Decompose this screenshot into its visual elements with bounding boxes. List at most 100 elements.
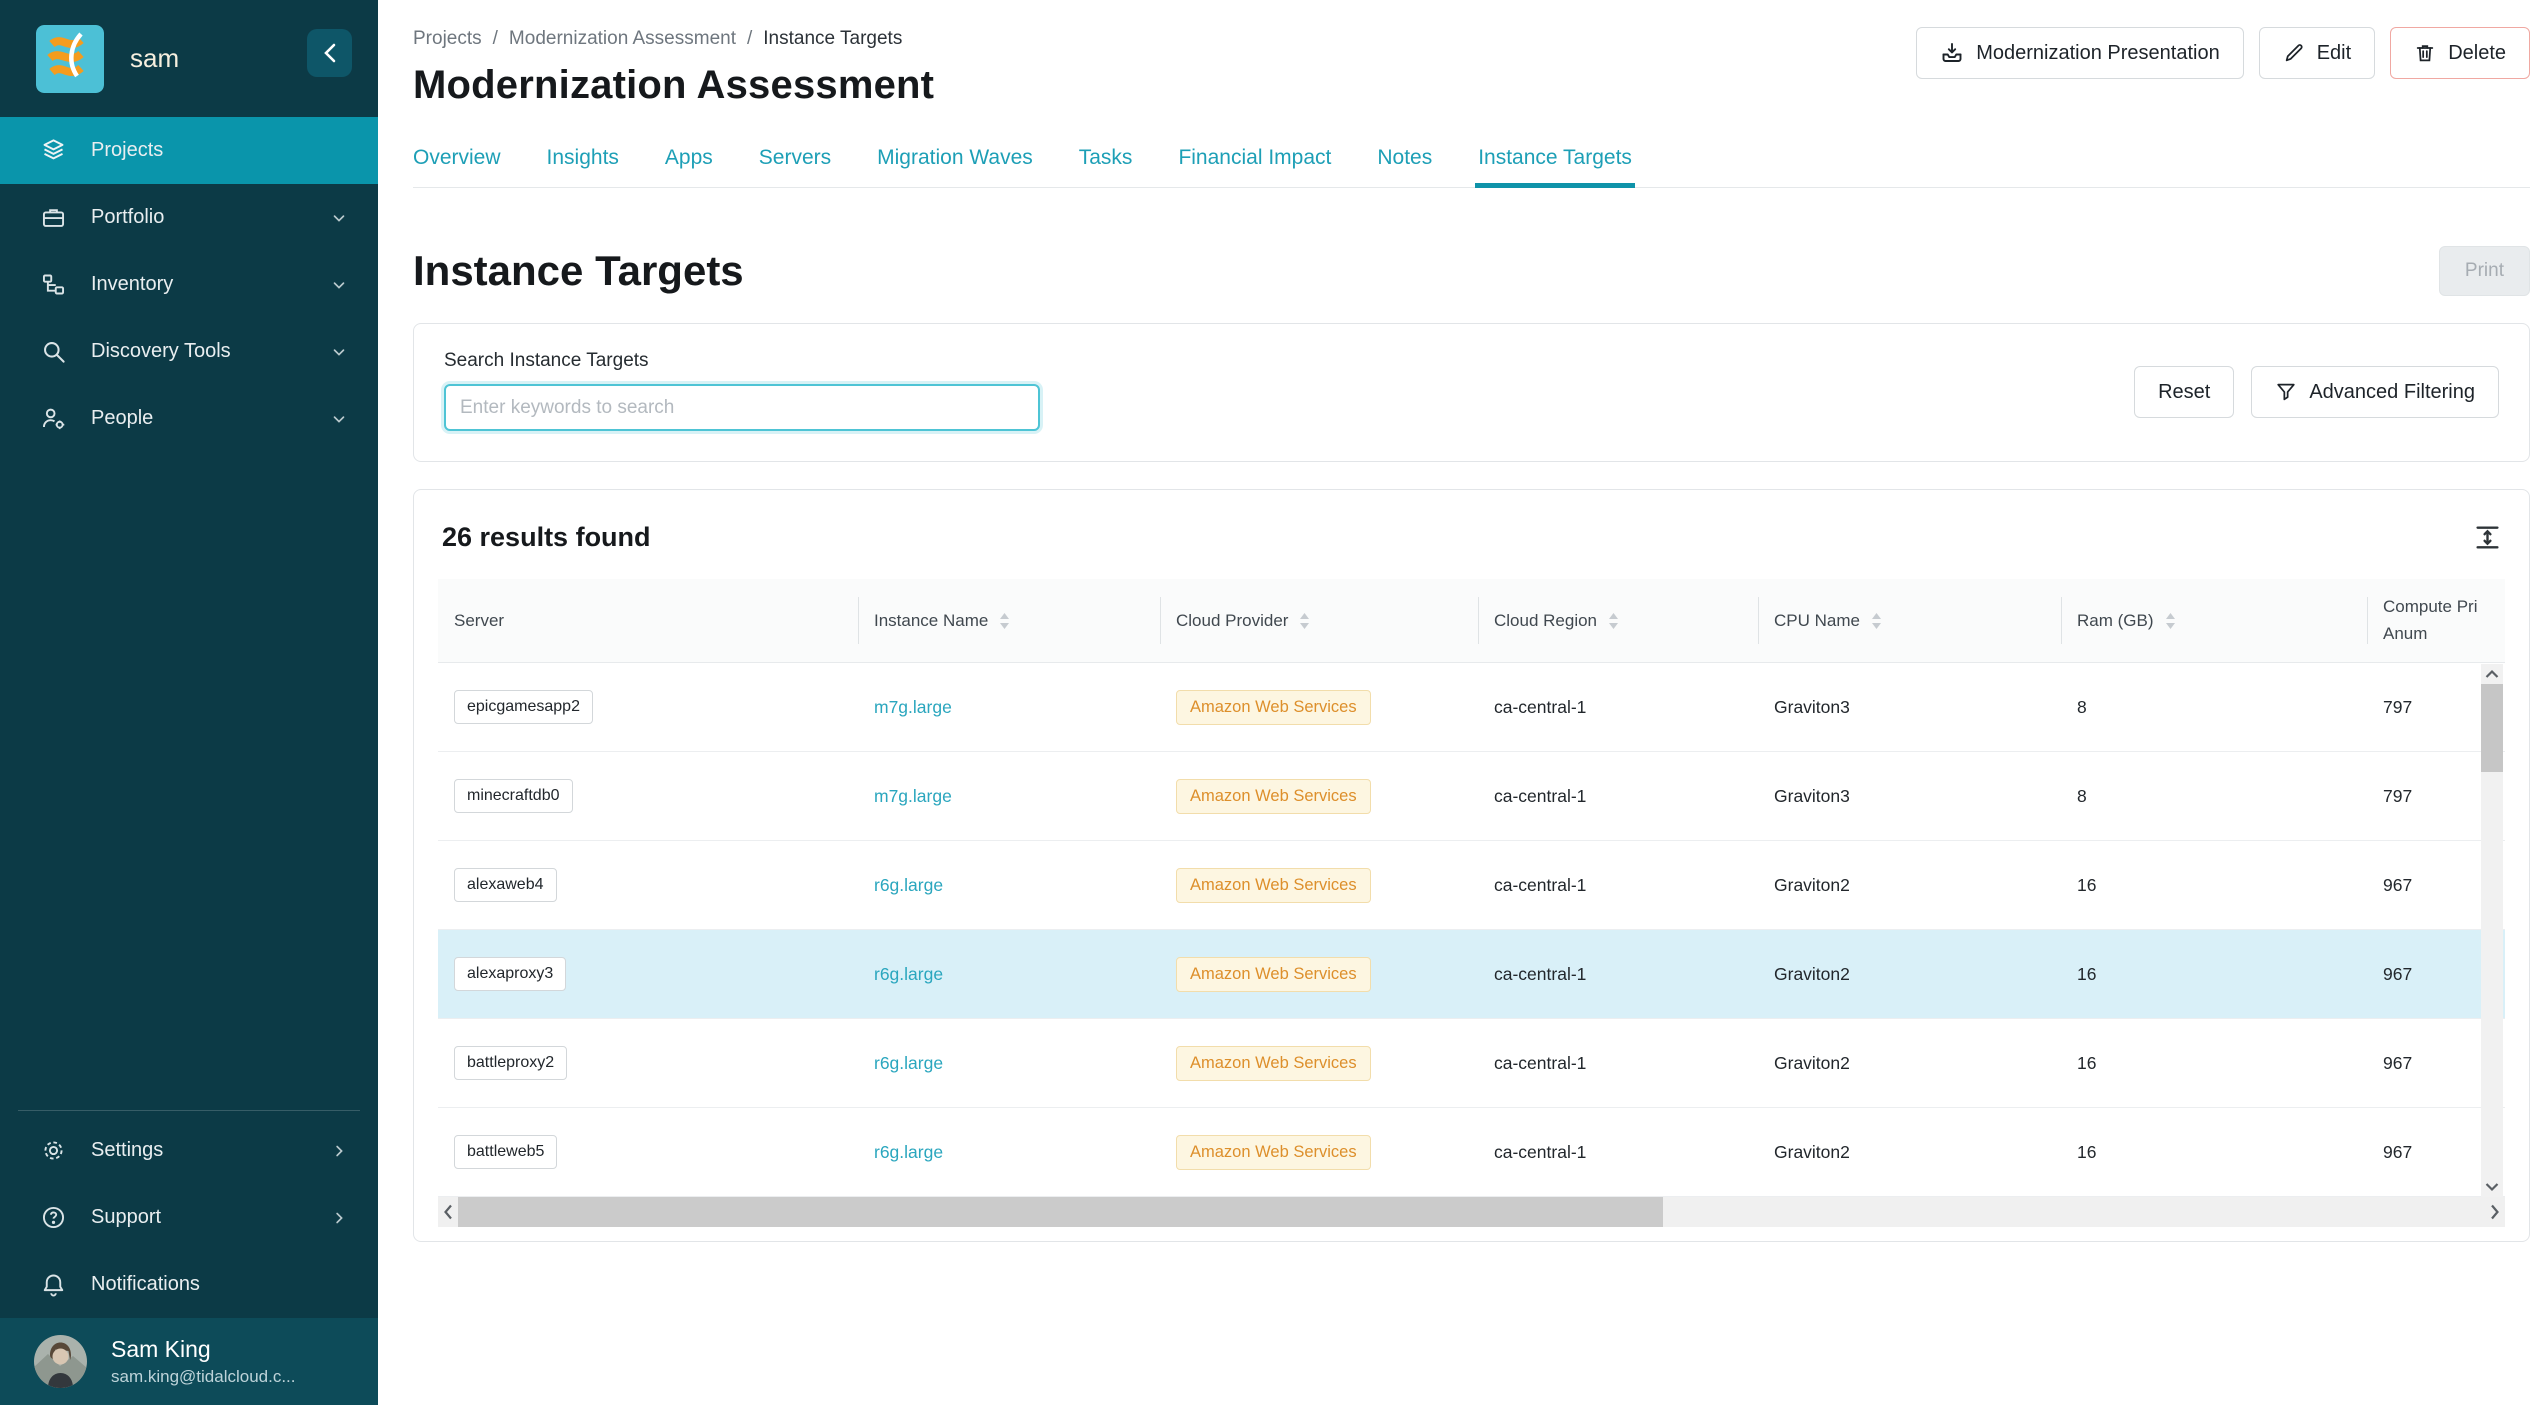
compute-price-cell: 797: [2383, 696, 2413, 717]
sidebar-item-discovery-tools[interactable]: Discovery Tools: [0, 318, 378, 385]
server-chip[interactable]: minecraftdb0: [454, 779, 573, 813]
server-chip[interactable]: battleproxy2: [454, 1046, 568, 1080]
server-cell: alexaweb4: [438, 868, 858, 902]
row-height-toggle-button[interactable]: [2474, 524, 2501, 551]
sidebar-item-support[interactable]: Support: [0, 1184, 378, 1251]
cloud-region-cell: ca-central-1: [1494, 696, 1587, 717]
sidebar-item-notifications[interactable]: Notifications: [0, 1251, 378, 1318]
instance-link[interactable]: m7g.large: [874, 785, 952, 806]
button-label: Modernization Presentation: [1976, 41, 2220, 64]
scroll-right-icon[interactable]: [2485, 1204, 2505, 1220]
print-button[interactable]: Print: [2438, 246, 2530, 296]
server-cell: battleproxy2: [438, 1046, 858, 1080]
instance-name-cell: m7g.large: [858, 697, 1160, 718]
server-chip[interactable]: alexaweb4: [454, 868, 557, 902]
table-row[interactable]: epicgamesapp2 m7g.large Amazon Web Servi…: [438, 663, 2505, 752]
column-header-cloud-provider[interactable]: Cloud Provider: [1160, 579, 1478, 662]
table-row[interactable]: alexaproxy3 r6g.large Amazon Web Service…: [438, 930, 2505, 1019]
tab-financial-impact[interactable]: Financial Impact: [1178, 146, 1332, 169]
instance-link[interactable]: r6g.large: [874, 1141, 944, 1162]
search-input[interactable]: [444, 384, 1040, 431]
column-header-ram[interactable]: Ram (GB): [2061, 579, 2367, 662]
horizontal-scrollbar[interactable]: [438, 1197, 2505, 1227]
sidebar-nav: Projects Portfolio Inventory: [0, 117, 378, 452]
tab-insights[interactable]: Insights: [546, 146, 619, 169]
cpu-name-cell: Graviton2: [1774, 874, 1850, 895]
button-label: Delete: [2448, 41, 2506, 64]
server-chip[interactable]: epicgamesapp2: [454, 690, 593, 724]
user-name: Sam King: [111, 1336, 211, 1362]
tab-apps[interactable]: Apps: [664, 146, 713, 169]
breadcrumb-assessment[interactable]: Modernization Assessment: [508, 28, 736, 49]
breadcrumb-projects[interactable]: Projects: [413, 28, 482, 49]
bell-icon: [40, 1271, 67, 1298]
tab-overview[interactable]: Overview: [413, 146, 501, 169]
horizontal-scroll-thumb[interactable]: [458, 1197, 1663, 1227]
sidebar-item-portfolio[interactable]: Portfolio: [0, 184, 378, 251]
cloud-provider-cell: Amazon Web Services: [1160, 778, 1478, 814]
table-row[interactable]: battleweb5 r6g.large Amazon Web Services…: [438, 1108, 2505, 1197]
tab-servers[interactable]: Servers: [758, 146, 832, 169]
cloud-provider-cell: Amazon Web Services: [1160, 689, 1478, 725]
column-header-cpu-name[interactable]: CPU Name: [1758, 579, 2061, 662]
user-profile[interactable]: Sam King sam.king@tidalcloud.c...: [0, 1318, 378, 1405]
breadcrumb-separator: /: [746, 28, 753, 49]
chevron-down-icon: [330, 209, 348, 227]
breadcrumb-separator: /: [492, 28, 498, 49]
tab-notes[interactable]: Notes: [1377, 146, 1433, 169]
provider-badge: Amazon Web Services: [1176, 1045, 1371, 1081]
sidebar-item-people[interactable]: People: [0, 385, 378, 452]
server-chip[interactable]: alexaproxy3: [454, 957, 567, 991]
table-body: epicgamesapp2 m7g.large Amazon Web Servi…: [438, 663, 2505, 1197]
tab-instance-targets[interactable]: Instance Targets: [1475, 146, 1635, 188]
sidebar-item-label: Projects: [91, 139, 164, 161]
sidebar-item-label: Inventory: [91, 273, 174, 295]
sidebar-item-settings[interactable]: Settings: [0, 1117, 378, 1184]
tab-migration-waves[interactable]: Migration Waves: [877, 146, 1033, 169]
table-grid: Server Instance Name Cloud Provider Clou…: [438, 579, 2505, 1197]
table-row[interactable]: battleproxy2 r6g.large Amazon Web Servic…: [438, 1019, 2505, 1108]
scroll-up-icon[interactable]: [2485, 664, 2499, 684]
column-header-cloud-region[interactable]: Cloud Region: [1478, 579, 1758, 662]
reset-button[interactable]: Reset: [2134, 366, 2235, 418]
column-label: Instance Name: [874, 610, 989, 630]
compute-price-cell: 967: [2383, 963, 2413, 984]
cloud-provider-cell: Amazon Web Services: [1160, 867, 1478, 903]
edit-button[interactable]: Edit: [2258, 27, 2376, 79]
instance-name-cell: r6g.large: [858, 875, 1160, 896]
instance-name-cell: r6g.large: [858, 1142, 1160, 1163]
sort-icon: [2164, 611, 2177, 631]
cloud-provider-cell: Amazon Web Services: [1160, 1134, 1478, 1170]
advanced-filtering-button[interactable]: Advanced Filtering: [2251, 366, 2499, 418]
instance-link[interactable]: r6g.large: [874, 874, 944, 895]
sidebar-spacer: [0, 452, 378, 1110]
vertical-scroll-thumb[interactable]: [2481, 684, 2503, 772]
server-chip[interactable]: battleweb5: [454, 1135, 558, 1169]
chevron-right-icon: [330, 1209, 348, 1227]
scroll-down-icon[interactable]: [2485, 1177, 2499, 1197]
instance-link[interactable]: r6g.large: [874, 1052, 944, 1073]
instance-link[interactable]: r6g.large: [874, 963, 944, 984]
delete-button[interactable]: Delete: [2390, 27, 2530, 79]
vertical-scrollbar[interactable]: [2481, 664, 2503, 1197]
table-row[interactable]: alexaweb4 r6g.large Amazon Web Services …: [438, 841, 2505, 930]
instance-link[interactable]: m7g.large: [874, 696, 952, 717]
sidebar-item-label: People: [91, 407, 154, 429]
instance-targets-table: Server Instance Name Cloud Provider Clou…: [438, 579, 2505, 1197]
cloud-provider-cell: Amazon Web Services: [1160, 1045, 1478, 1081]
sidebar-item-projects[interactable]: Projects: [0, 117, 378, 184]
tab-tasks[interactable]: Tasks: [1078, 146, 1133, 169]
sort-icon: [1607, 611, 1620, 631]
sidebar-item-label: Support: [91, 1206, 162, 1228]
server-cell: minecraftdb0: [438, 779, 858, 813]
sidebar-item-inventory[interactable]: Inventory: [0, 251, 378, 318]
table-row[interactable]: minecraftdb0 m7g.large Amazon Web Servic…: [438, 752, 2505, 841]
modernization-presentation-button[interactable]: Modernization Presentation: [1916, 27, 2244, 79]
scroll-left-icon[interactable]: [438, 1204, 458, 1220]
sidebar-item-label: Portfolio: [91, 206, 165, 228]
results-header: 26 results found: [414, 490, 2529, 579]
cloud-region-cell: ca-central-1: [1494, 1141, 1587, 1162]
column-header-instance-name[interactable]: Instance Name: [858, 579, 1160, 662]
provider-badge: Amazon Web Services: [1176, 778, 1371, 814]
sidebar-collapse-button[interactable]: [307, 29, 352, 77]
